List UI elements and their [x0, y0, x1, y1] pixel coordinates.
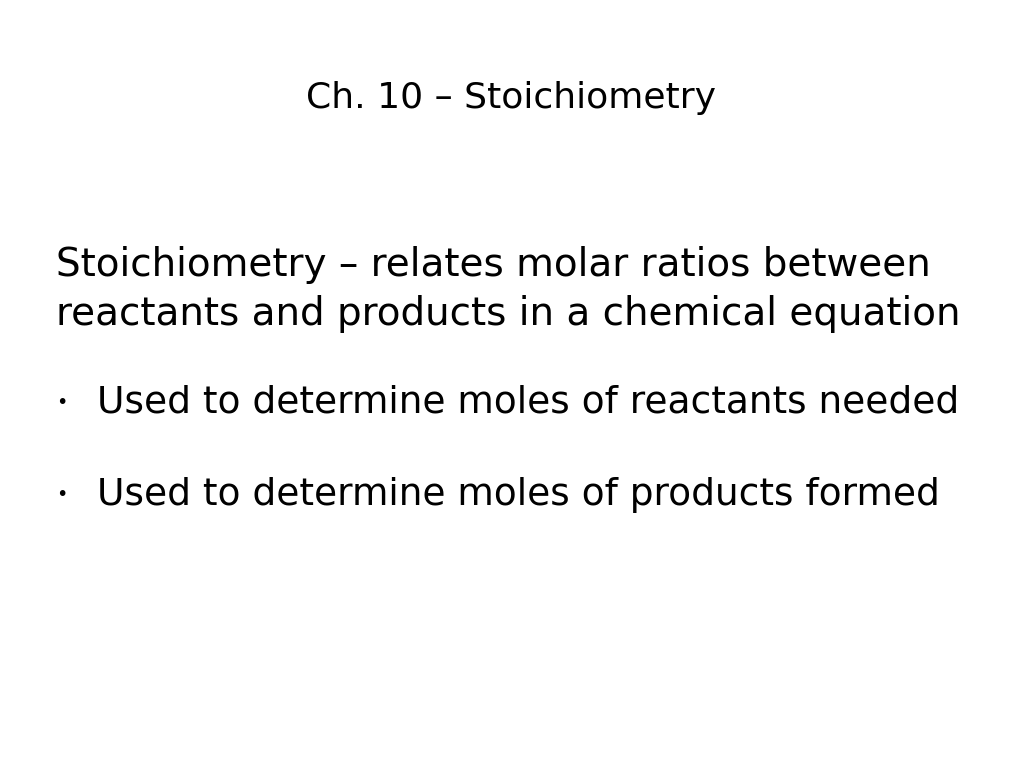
Text: •: •	[55, 393, 68, 412]
Text: Ch. 10 – Stoichiometry: Ch. 10 – Stoichiometry	[307, 81, 716, 115]
Text: reactants and products in a chemical equation: reactants and products in a chemical equ…	[56, 295, 961, 334]
Text: Used to determine moles of products formed: Used to determine moles of products form…	[97, 477, 940, 512]
Text: Used to determine moles of reactants needed: Used to determine moles of reactants nee…	[97, 385, 960, 420]
Text: Stoichiometry – relates molar ratios between: Stoichiometry – relates molar ratios bet…	[56, 245, 931, 284]
Text: •: •	[55, 486, 68, 504]
